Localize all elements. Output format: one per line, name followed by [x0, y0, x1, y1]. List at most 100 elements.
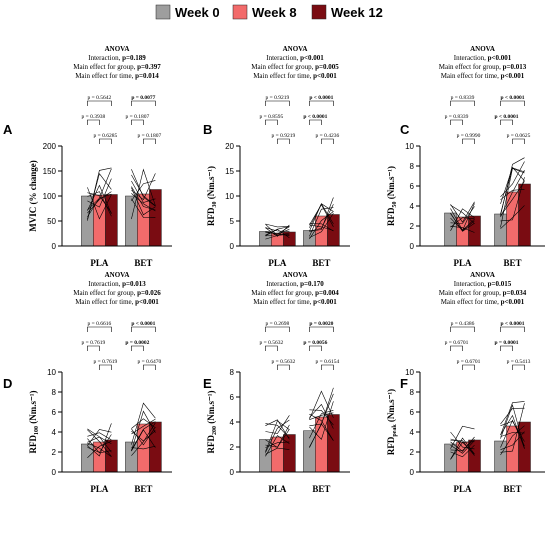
- bracket-line: [277, 138, 290, 144]
- p-value-label: p = 0.0001: [494, 340, 518, 346]
- p-value-label: p < 0.0001: [500, 95, 524, 101]
- y-tick-label: 6: [410, 182, 415, 191]
- x-tick-label: BET: [503, 484, 521, 494]
- participant-line: [131, 180, 156, 203]
- significance-bracket: p = 0.3938: [82, 114, 106, 125]
- legend-item-3: Week 12: [311, 4, 383, 20]
- anova-time-effect: Main effect for time, p<0.001: [441, 298, 525, 306]
- participant-line: [87, 429, 112, 457]
- bracket-line: [143, 364, 156, 370]
- x-tick-label: BET: [503, 258, 521, 268]
- significance-bracket: p = 0.6701: [445, 340, 469, 351]
- p-value-label: p = 0.9990: [457, 133, 481, 139]
- participant-line: [500, 432, 525, 437]
- bracket-line: [131, 119, 144, 125]
- y-tick-label: 0: [52, 242, 57, 251]
- participant-line: [87, 434, 112, 453]
- participant-line: [131, 180, 156, 201]
- p-value-label: p = 0.4236: [316, 133, 340, 139]
- legend-label: Week 12: [331, 5, 383, 20]
- participant-line: [265, 226, 290, 236]
- significance-bracket: p = 0.6616: [87, 321, 112, 332]
- bar-bet-week0: [494, 213, 507, 247]
- participant-line: [265, 419, 290, 440]
- participant-line: [500, 189, 525, 200]
- legend-item-1: Week 0: [155, 4, 220, 20]
- x-tick-label: PLA: [268, 258, 287, 268]
- y-tick-label: 4: [52, 428, 57, 437]
- y-tick-label: 20: [225, 142, 234, 151]
- p-value-label: p = 0.6701: [445, 340, 469, 346]
- y-tick-label: 6: [410, 408, 415, 417]
- bar-pla-week0: [444, 212, 457, 247]
- participant-line: [309, 401, 334, 440]
- p-value-label: p < 0.0001: [494, 114, 518, 120]
- significance-bracket: p = 0.8339: [445, 114, 469, 125]
- x-tick-label: PLA: [454, 484, 473, 494]
- bracket-line: [143, 138, 156, 144]
- significance-bracket: p = 0.9990: [457, 133, 481, 144]
- x-tick-label: PLA: [454, 258, 473, 268]
- participant-line: [500, 157, 525, 216]
- significance-bracket: p = 0.0020: [309, 321, 334, 332]
- significance-bracket: p < 0.0001: [131, 321, 156, 332]
- participant-line: [309, 387, 334, 448]
- significance-bracket: p < 0.0001: [303, 114, 328, 125]
- participant-line: [87, 167, 112, 221]
- bar-bet-week8: [137, 193, 150, 247]
- significance-bracket: p = 0.0056: [303, 340, 328, 351]
- participant-line: [131, 418, 156, 429]
- anova-title: ANOVA: [283, 45, 308, 53]
- bar-pla-week0: [81, 443, 94, 473]
- participant-line: [500, 431, 525, 450]
- significance-bracket: p < 0.0001: [494, 114, 519, 125]
- bracket-line: [321, 364, 334, 370]
- p-value-label: p < 0.0001: [500, 321, 524, 327]
- anova-group-effect: Main effect for group, p=0.013: [439, 63, 527, 71]
- significance-bracket: p = 0.5632: [272, 359, 296, 370]
- bracket-line: [131, 326, 156, 332]
- bar-bet-week12: [518, 183, 531, 247]
- significance-bracket: p = 0.0077: [131, 95, 156, 106]
- y-tick-label: 10: [225, 192, 234, 201]
- anova-interaction: Interaction, p=0.189: [88, 54, 146, 62]
- participant-line: [450, 425, 475, 449]
- significance-bracket: p = 0.1807: [126, 114, 150, 125]
- bracket-line: [450, 326, 475, 332]
- bracket-line: [500, 326, 525, 332]
- p-value-label: p = 0.7619: [82, 340, 106, 346]
- participant-line: [265, 228, 290, 237]
- p-value-label: p = 0.3938: [82, 114, 106, 120]
- y-tick-label: 100: [43, 192, 57, 201]
- p-value-label: p = 0.7619: [94, 359, 118, 365]
- anova-group-effect: Main effect for group, p=0.005: [251, 63, 339, 71]
- bracket-line: [309, 326, 334, 332]
- participant-line: [131, 445, 156, 450]
- participant-line: [131, 173, 156, 201]
- participant-line: [131, 187, 156, 216]
- participant-line: [450, 204, 475, 224]
- bracket-line: [265, 100, 290, 106]
- participant-line: [131, 427, 156, 446]
- y-tick-label: 8: [410, 162, 415, 171]
- bracket-line: [131, 100, 156, 106]
- bracket-line: [87, 100, 112, 106]
- p-value-label: p = 0.9219: [266, 95, 290, 101]
- significance-bracket: p = 0.0001: [494, 340, 519, 351]
- participant-line: [87, 184, 112, 215]
- y-axis-label: RFD100 (Nm.s⁻¹): [28, 391, 40, 454]
- y-tick-label: 15: [225, 167, 234, 176]
- bracket-line: [265, 326, 290, 332]
- panel-letter: D: [3, 376, 12, 391]
- bracket-line: [99, 364, 112, 370]
- panel-letter: B: [203, 122, 212, 137]
- participant-line: [500, 407, 525, 425]
- bar-bet-week0: [494, 440, 507, 473]
- significance-bracket: p < 0.0001: [500, 95, 525, 106]
- participant-line: [500, 177, 525, 222]
- legend: Week 0 Week 8 Week 12: [155, 4, 383, 20]
- participant-line: [87, 442, 112, 458]
- bar-bet-week0: [303, 430, 316, 473]
